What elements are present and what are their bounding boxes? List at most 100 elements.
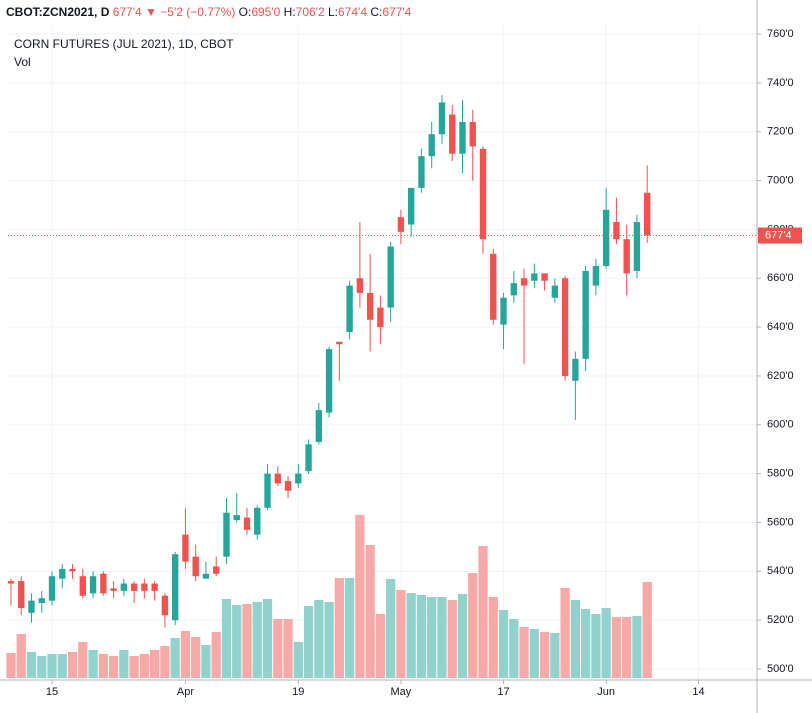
x-tick-label: Apr — [177, 686, 194, 698]
candle-body — [561, 278, 569, 376]
volume-bar — [375, 614, 386, 678]
candle-body — [18, 581, 25, 608]
volume-bar — [550, 633, 560, 678]
volume-bar — [6, 653, 16, 678]
candle-body — [48, 576, 56, 601]
y-tick-label: 660'0 — [767, 272, 794, 284]
volume-bar — [591, 614, 601, 678]
candle-body — [592, 266, 600, 286]
candle-body — [346, 285, 353, 332]
candle-body — [233, 515, 240, 521]
volume-bar — [160, 646, 170, 678]
candle-body — [295, 473, 302, 484]
volume-bar — [622, 617, 632, 678]
candle-body — [161, 595, 169, 616]
y-tick-label: 620'0 — [767, 370, 794, 382]
symbol: CBOT:ZCN2021, D — [6, 5, 110, 19]
candle-body — [59, 568, 66, 579]
candle-body — [192, 556, 199, 577]
candle-body — [202, 573, 210, 579]
candle-body — [397, 217, 405, 232]
volume-label: Vol — [14, 55, 31, 69]
volume-bar — [478, 546, 488, 678]
y-tick-label: 700'0 — [767, 174, 794, 186]
volume-bar — [88, 650, 98, 678]
candle-body — [110, 588, 117, 591]
y-tick-label: 520'0 — [767, 614, 794, 626]
last-price-label: 677'4 — [765, 229, 792, 241]
volume-bar — [47, 654, 57, 678]
candle-body — [644, 192, 651, 236]
volume-bar — [119, 650, 129, 678]
candle-body — [151, 583, 158, 591]
volume-bar — [211, 632, 221, 678]
candle-body — [469, 121, 476, 147]
volume-bar — [529, 629, 539, 678]
candle-body — [79, 576, 86, 596]
volume-bar — [283, 619, 293, 678]
candle-body — [356, 278, 364, 293]
volume-bar — [468, 573, 478, 678]
o-key: O: — [238, 5, 252, 19]
candle-body — [264, 473, 271, 508]
candle-body — [531, 273, 538, 281]
y-tick-label: 640'0 — [767, 321, 794, 333]
candle-body — [572, 358, 579, 381]
x-tick-label: May — [391, 686, 412, 698]
candle-body — [510, 283, 517, 296]
volume-bar — [78, 642, 88, 678]
candle-body — [38, 598, 45, 604]
candle-body — [315, 410, 323, 442]
volume-bar — [560, 588, 570, 678]
candle-body — [28, 600, 35, 613]
last: 677'4 — [112, 5, 142, 19]
volume-bar — [437, 597, 447, 678]
candle-body — [633, 222, 641, 271]
volume-bar — [26, 652, 37, 678]
c-key: C: — [370, 5, 383, 19]
candle-body — [520, 278, 528, 286]
candle-body — [305, 444, 312, 472]
l: 674'4 — [338, 5, 368, 19]
x-tick-label: 17 — [497, 686, 509, 698]
candle-body — [479, 148, 487, 240]
change: −5'2 (−0.77%) — [160, 5, 236, 19]
volume-bar — [293, 642, 303, 678]
volume-bar — [108, 656, 119, 678]
candle-body — [459, 121, 466, 154]
x-tick-label: 15 — [46, 686, 58, 698]
candle-body — [100, 573, 107, 594]
candle-body — [582, 270, 589, 359]
candle-body — [449, 114, 456, 154]
volume-bar — [252, 602, 262, 678]
volume-bar — [365, 545, 375, 678]
y-tick-label: 500'0 — [767, 663, 794, 675]
y-tick-label: 720'0 — [767, 126, 794, 138]
candle-body — [541, 273, 548, 281]
candle-body — [223, 512, 230, 557]
volume-bar — [580, 609, 591, 678]
volume-bar — [232, 605, 242, 678]
candle-body — [377, 307, 384, 328]
candle-body — [623, 239, 630, 274]
volume-bar — [273, 619, 283, 678]
volume-bar — [519, 627, 529, 678]
l-key: L: — [328, 5, 339, 19]
candle-body — [418, 156, 425, 188]
volume-bar — [334, 578, 344, 678]
volume-bar — [344, 578, 355, 678]
y-tick-label: 540'0 — [767, 565, 794, 577]
volume-bar — [416, 595, 427, 678]
volume-bar — [180, 631, 191, 678]
volume-bar — [262, 599, 273, 678]
volume-bar — [396, 590, 406, 678]
volume-bar — [314, 600, 324, 678]
y-tick-label: 740'0 — [767, 77, 794, 89]
candle-body — [325, 349, 333, 413]
volume-bar — [488, 597, 498, 678]
candle-body — [274, 473, 281, 484]
candle-body — [500, 297, 507, 325]
candle-body — [69, 568, 76, 572]
